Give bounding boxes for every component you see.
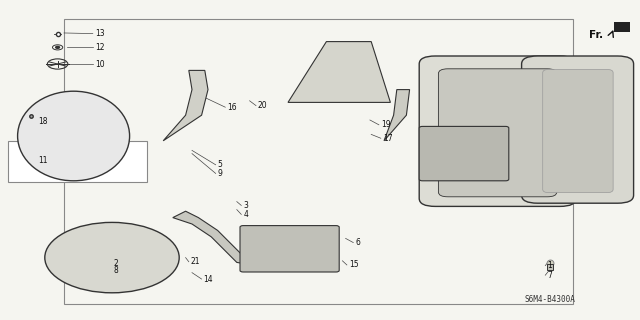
Ellipse shape [45, 222, 179, 293]
Bar [64, 19, 573, 304]
Text: 9: 9 [218, 169, 223, 178]
Text: 4: 4 [243, 210, 248, 219]
Text: 1: 1 [547, 261, 552, 270]
Text: 5: 5 [218, 160, 223, 169]
Ellipse shape [56, 46, 60, 48]
Text: 19: 19 [381, 120, 390, 129]
Text: 12: 12 [95, 43, 104, 52]
FancyBboxPatch shape [438, 69, 557, 197]
Ellipse shape [18, 91, 130, 181]
PathPatch shape [384, 90, 410, 141]
Text: 10: 10 [95, 60, 104, 68]
Text: Fr.: Fr. [589, 30, 603, 40]
Text: 6: 6 [355, 238, 360, 247]
PathPatch shape [173, 211, 275, 266]
Text: 20: 20 [258, 101, 268, 110]
FancyBboxPatch shape [240, 226, 339, 272]
Text: 14: 14 [204, 275, 213, 284]
Text: 8: 8 [114, 266, 118, 275]
Bar [614, 22, 630, 32]
FancyBboxPatch shape [419, 56, 576, 206]
Text: 21: 21 [191, 257, 200, 266]
Text: 16: 16 [227, 103, 237, 112]
PathPatch shape [163, 70, 208, 141]
Text: 13: 13 [95, 29, 104, 38]
Text: 3: 3 [243, 201, 248, 210]
Text: S6M4-B4300A: S6M4-B4300A [525, 295, 575, 304]
Text: 2: 2 [114, 259, 118, 268]
Text: 17: 17 [383, 134, 392, 143]
Bar [8, 141, 147, 182]
Text: 18: 18 [38, 117, 48, 126]
FancyBboxPatch shape [522, 56, 634, 203]
PathPatch shape [288, 42, 390, 102]
Text: 7: 7 [547, 271, 552, 280]
Text: 11: 11 [38, 156, 48, 164]
FancyBboxPatch shape [543, 69, 613, 193]
Text: 15: 15 [349, 260, 358, 269]
FancyBboxPatch shape [419, 126, 509, 181]
